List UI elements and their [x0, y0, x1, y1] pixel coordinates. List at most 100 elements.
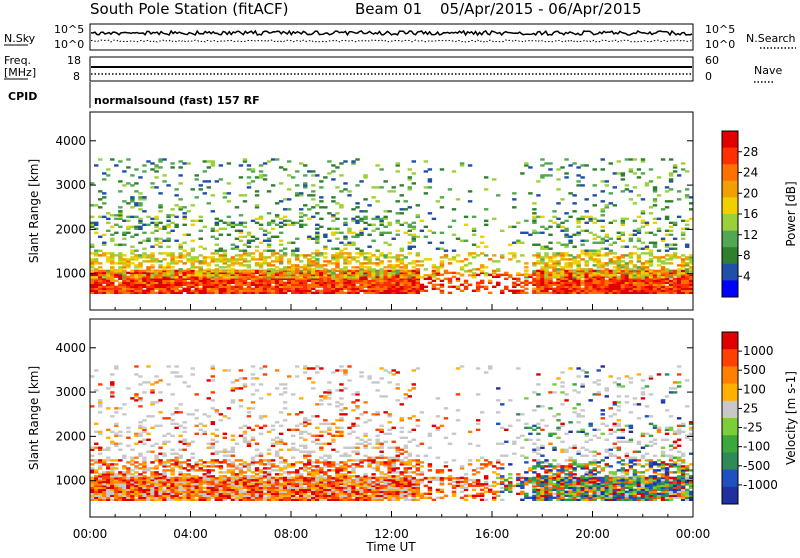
- heatmap-cell: [436, 288, 440, 290]
- heatmap-cell: [343, 244, 347, 246]
- heatmap-cell: [673, 164, 677, 166]
- heatmap-cell: [267, 238, 271, 240]
- heatmap-cell: [279, 433, 283, 435]
- heatmap-cell: [593, 238, 597, 240]
- heatmap-cell: [114, 433, 118, 435]
- heatmap-cell: [174, 365, 178, 367]
- heatmap-cell: [102, 449, 106, 451]
- heatmap-cell: [90, 477, 94, 479]
- heatmap-cell: [396, 254, 400, 256]
- heatmap-cell: [428, 230, 432, 232]
- heatmap-cell: [207, 379, 211, 381]
- heatmap-cell: [154, 443, 158, 445]
- heatmap-cell: [271, 477, 275, 479]
- heatmap-cell: [424, 268, 428, 270]
- heatmap-cell: [637, 254, 641, 256]
- heatmap-cell: [428, 242, 432, 244]
- heatmap-cell: [243, 158, 247, 160]
- heatmap-cell: [211, 270, 215, 272]
- heatmap-cell: [460, 240, 464, 242]
- heatmap-cell: [150, 383, 154, 385]
- heatmap-cell: [150, 451, 154, 453]
- heatmap-cell: [279, 244, 283, 246]
- heatmap-cell: [404, 200, 408, 202]
- heatmap-cell: [251, 401, 255, 403]
- heatmap-cell: [593, 250, 597, 252]
- heatmap-cell: [207, 166, 211, 168]
- heatmap-cell: [118, 180, 122, 182]
- heatmap-cell: [512, 198, 516, 200]
- heatmap-cell: [174, 375, 178, 377]
- heatmap-cell: [158, 222, 162, 224]
- heatmap-cell: [613, 266, 617, 268]
- heatmap-cell: [645, 222, 649, 224]
- heatmap-cell: [186, 274, 190, 276]
- heatmap-cell: [556, 274, 560, 276]
- heatmap-cell: [106, 230, 110, 232]
- heatmap-cell: [379, 168, 383, 170]
- heatmap-cell: [343, 222, 347, 224]
- heatmap-cell: [182, 216, 186, 218]
- heatmap-cell: [118, 206, 122, 208]
- heatmap-cell: [544, 252, 548, 254]
- heatmap-cell: [114, 232, 118, 234]
- heatmap-cell: [375, 228, 379, 230]
- heatmap-cell: [311, 170, 315, 172]
- heatmap-cell: [363, 262, 367, 264]
- heatmap-cell: [343, 256, 347, 258]
- heatmap-cell: [138, 274, 142, 276]
- heatmap-cell: [681, 272, 685, 274]
- heatmap-cell: [211, 443, 215, 445]
- heatmap-cell: [219, 461, 223, 463]
- nsky-tick-left-top: 10^5: [54, 23, 84, 36]
- heatmap-cell: [271, 469, 275, 471]
- heatmap-cell: [243, 383, 247, 385]
- heatmap-cell: [572, 274, 576, 276]
- heatmap-cell: [576, 254, 580, 256]
- heatmap-cell: [263, 178, 267, 180]
- heatmap-cell: [114, 280, 118, 282]
- heatmap-cell: [114, 411, 118, 413]
- heatmap-cell: [564, 270, 568, 272]
- heatmap-cell: [512, 242, 516, 244]
- heatmap-cell: [239, 477, 243, 479]
- heatmap-cell: [114, 467, 118, 469]
- heatmap-cell: [456, 260, 460, 262]
- heatmap-cell: [231, 248, 235, 250]
- heatmap-cell: [536, 232, 540, 234]
- heatmap-cell: [219, 248, 223, 250]
- heatmap-cell: [271, 184, 275, 186]
- heatmap-cell: [472, 256, 476, 258]
- heatmap-cell: [126, 437, 130, 439]
- heatmap-cell: [580, 288, 584, 290]
- heatmap-cell: [367, 252, 371, 254]
- heatmap-cell: [584, 198, 588, 200]
- heatmap-cell: [158, 379, 162, 381]
- heatmap-cell: [195, 220, 199, 222]
- heatmap-cell: [601, 238, 605, 240]
- heatmap-cell: [122, 232, 126, 234]
- heatmap-cell: [681, 220, 685, 222]
- heatmap-cell: [271, 463, 275, 465]
- heatmap-cell: [299, 254, 303, 256]
- heatmap-cell: [468, 164, 472, 166]
- heatmap-cell: [661, 266, 665, 268]
- heatmap-cell: [452, 208, 456, 210]
- heatmap-cell: [106, 256, 110, 258]
- heatmap-cell: [142, 459, 146, 461]
- heatmap-cell: [661, 238, 665, 240]
- heatmap-cell: [94, 443, 98, 445]
- heatmap-cell: [174, 423, 178, 425]
- heatmap-cell: [291, 242, 295, 244]
- heatmap-cell: [355, 216, 359, 218]
- heatmap-cell: [464, 270, 468, 272]
- heatmap-cell: [223, 459, 227, 461]
- heatmap-cell: [215, 238, 219, 240]
- heatmap-cell: [98, 262, 102, 264]
- heatmap-cell: [243, 431, 247, 433]
- heatmap-cell: [472, 228, 476, 230]
- heatmap-cell: [158, 425, 162, 427]
- heatmap-cell: [424, 170, 428, 172]
- heatmap-cell: [199, 216, 203, 218]
- heatmap-cell: [319, 290, 323, 292]
